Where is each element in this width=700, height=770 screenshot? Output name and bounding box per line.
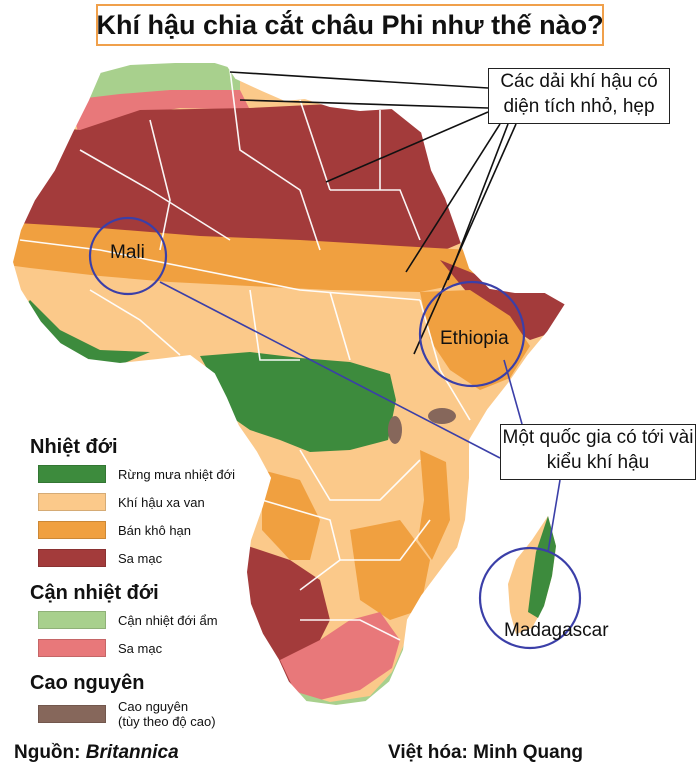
legend-swatch-semi-arid <box>38 521 106 539</box>
legend-heading-subtropical: Cận nhiệt đới <box>30 582 159 604</box>
legend-item: Bán khô hạn <box>30 516 240 544</box>
mali-highlight <box>88 216 168 296</box>
legend-label: Bán khô hạn <box>118 522 192 538</box>
legend-swatch-humid-subtropical <box>38 611 106 629</box>
legend-item: Rừng mưa nhiệt đới <box>30 460 240 488</box>
legend-swatch-savanna <box>38 493 106 511</box>
legend-item: Cận nhiệt đới ẩm <box>30 606 240 634</box>
ethiopia-highlight <box>418 280 526 388</box>
legend-label: Khí hậu xa van <box>118 494 205 510</box>
source-name: Britannica <box>85 742 179 763</box>
label-mali: Mali <box>110 242 145 263</box>
legend-swatch-subtropical-desert <box>38 639 106 657</box>
legend-item: Khí hậu xa van <box>30 488 240 516</box>
legend-item: Sa mạc <box>30 544 240 572</box>
legend-label: Cận nhiệt đới ẩm <box>118 612 218 628</box>
source-label: Nguồn: <box>14 742 86 763</box>
source-credit: Nguồn: Britannica <box>14 742 179 764</box>
legend-swatch-desert <box>38 549 106 567</box>
label-madagascar: Madagascar <box>504 620 609 641</box>
callout-narrow-bands: Các dải khí hậu có diện tích nhỏ, hẹp <box>488 68 670 124</box>
legend-label: Rừng mưa nhiệt đới <box>118 466 235 482</box>
legend: Nhiệt đới Rừng mưa nhiệt đới Khí hậu xa … <box>30 434 240 732</box>
callout-multi-climate: Một quốc gia có tới vài kiểu khí hậu <box>500 424 696 480</box>
legend-label: Sa mạc <box>118 640 163 656</box>
legend-heading-highland: Cao nguyên <box>30 672 145 694</box>
legend-label: Sa mạc <box>118 550 163 566</box>
map-title: Khí hậu chia cắt châu Phi như thế nào? <box>96 4 604 46</box>
legend-item: Cao nguyên (tùy theo độ cao) <box>30 696 240 732</box>
label-ethiopia: Ethiopia <box>440 328 509 349</box>
translation-credit: Việt hóa: Minh Quang <box>388 742 583 763</box>
legend-label: Cao nguyên (tùy theo độ cao) <box>118 699 216 729</box>
legend-swatch-rainforest <box>38 465 106 483</box>
madagascar-highlight <box>478 546 582 650</box>
legend-item: Sa mạc <box>30 634 240 662</box>
legend-swatch-highland <box>38 705 106 723</box>
legend-heading-tropical: Nhiệt đới <box>30 436 118 458</box>
